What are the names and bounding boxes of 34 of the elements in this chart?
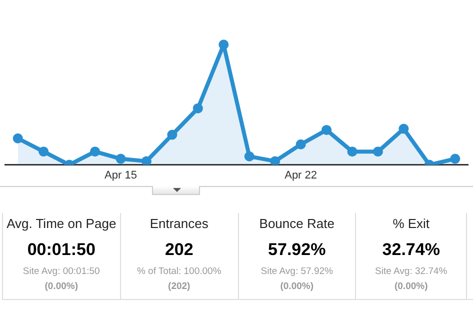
text: 00:01:50 (26, 240, 96, 260)
x-tick-label: Apr 15 (104, 169, 137, 182)
point (192, 103, 203, 114)
point (270, 156, 280, 165)
point (218, 40, 229, 50)
text: Site Avg: 00:01:50 (22, 266, 101, 277)
point (90, 146, 100, 157)
point (116, 154, 126, 164)
text: Avg. Time on Page (6, 216, 118, 231)
text: Site Avg: 57.92% (260, 266, 334, 277)
text: Bounce Rate (258, 216, 336, 231)
point (12, 133, 23, 144)
point (372, 146, 383, 157)
point (322, 124, 332, 135)
point (398, 124, 409, 134)
point (167, 130, 178, 140)
point (244, 151, 254, 162)
text: Site Avg: 32.74% (374, 266, 448, 277)
point (450, 154, 460, 164)
text: % Exit (392, 216, 431, 231)
text: 57.92% (267, 240, 327, 260)
x-tick-label: Apr 22 (284, 169, 318, 182)
text: (0.00%) (279, 281, 314, 292)
text: (202) (167, 281, 192, 292)
text: (0.00%) (393, 281, 429, 292)
point (347, 146, 358, 157)
text: Entrances (148, 216, 210, 231)
text: 32.74% (381, 240, 441, 260)
text: % of Total: 100.00% (136, 266, 222, 277)
text: 202 (164, 240, 194, 260)
point (38, 146, 49, 157)
text: (0.00%) (44, 281, 79, 292)
point (296, 139, 306, 150)
point (141, 156, 152, 165)
